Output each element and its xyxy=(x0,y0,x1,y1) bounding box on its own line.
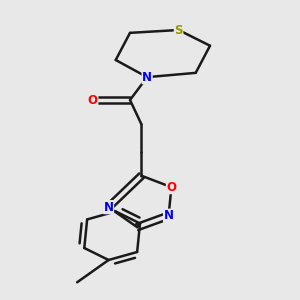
Text: N: N xyxy=(142,70,152,84)
Text: N: N xyxy=(164,209,174,222)
Text: O: O xyxy=(167,181,176,194)
Text: S: S xyxy=(174,23,183,37)
Text: O: O xyxy=(88,94,98,106)
Text: N: N xyxy=(103,201,114,214)
